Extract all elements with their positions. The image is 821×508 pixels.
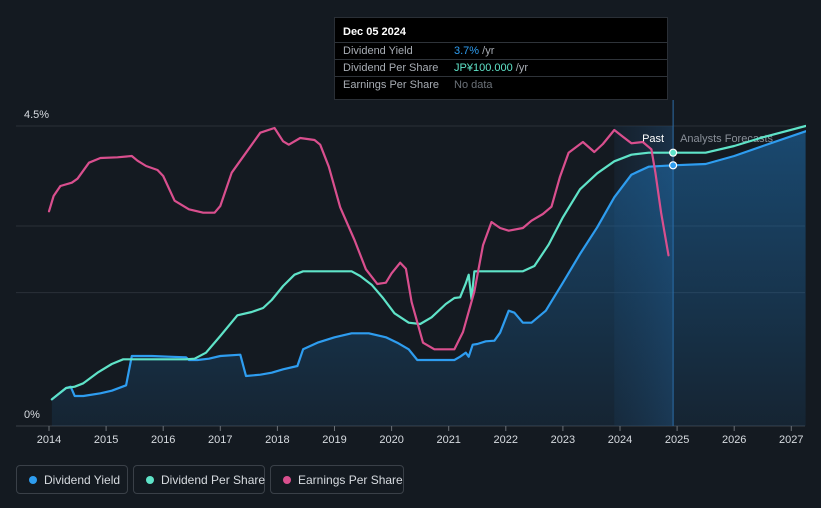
- legend-dot-icon: [29, 476, 37, 484]
- tooltip-date: Dec 05 2024: [343, 26, 406, 38]
- forecast-markers: [669, 148, 678, 170]
- tooltip-value-unit: /yr: [512, 62, 528, 74]
- tooltip-value: JP¥100.000 /yr: [454, 62, 528, 74]
- series-area-0: [51, 131, 806, 427]
- series-line-0: [50, 130, 806, 401]
- x-tick-label: 2024: [608, 434, 632, 446]
- x-tick-label: 2025: [665, 434, 689, 446]
- x-tick-label: 2021: [436, 434, 460, 446]
- yield-area: [51, 131, 806, 427]
- x-tick-label: 2022: [494, 434, 518, 446]
- legend-dot-icon: [146, 476, 154, 484]
- tooltip-label: Earnings Per Share: [343, 79, 439, 91]
- legend-dividend-per-share[interactable]: Dividend Per Share: [133, 465, 265, 494]
- y-tick-label-top: 4.5%: [24, 109, 49, 121]
- series-lines: [47, 124, 806, 401]
- x-tick-label: 2027: [779, 434, 803, 446]
- tooltip-label: Dividend Per Share: [343, 62, 439, 74]
- series-line-1: [50, 124, 806, 401]
- x-tick-label: 2020: [379, 434, 403, 446]
- tooltip-label: Dividend Yield: [343, 45, 413, 57]
- x-tick-label: 2026: [722, 434, 746, 446]
- legend-label: Dividend Per Share: [161, 473, 266, 487]
- tooltip-row-earnings-per-share: Earnings Per Share No data: [335, 76, 667, 94]
- legend-label: Earnings Per Share: [298, 473, 403, 487]
- legend-dividend-yield[interactable]: Dividend Yield: [16, 465, 128, 494]
- y-tick-label-bottom: 0%: [24, 409, 40, 421]
- x-tick-label: 2016: [151, 434, 175, 446]
- series-marker-1: [669, 148, 678, 157]
- x-tick-label: 2019: [322, 434, 346, 446]
- legend-label: Dividend Yield: [44, 473, 121, 487]
- tooltip-value-number: JP¥100.000: [454, 62, 513, 74]
- tooltip-value: 3.7% /yr: [454, 45, 494, 57]
- series-line-2: [47, 126, 670, 351]
- x-tick-label: 2023: [551, 434, 575, 446]
- x-tick-label: 2018: [265, 434, 289, 446]
- tooltip-value: No data: [454, 79, 493, 91]
- x-tick-label: 2017: [208, 434, 232, 446]
- series-marker-0: [669, 161, 678, 170]
- x-tick-label: 2015: [94, 434, 118, 446]
- x-tick-label: 2014: [37, 434, 61, 446]
- tooltip-row-dividend-per-share: Dividend Per Share JP¥100.000 /yr: [335, 59, 667, 77]
- legend-earnings-per-share[interactable]: Earnings Per Share: [270, 465, 404, 494]
- tooltip-row-dividend-yield: Dividend Yield 3.7% /yr: [335, 42, 667, 60]
- tooltip-value-unit: /yr: [479, 45, 495, 57]
- tooltip-value-number: 3.7%: [454, 45, 480, 57]
- chart-axes: 4.5% 0% 2014 2015 2016 2017 2018 2019 2020 2021 20…: [24, 109, 804, 446]
- past-label: Past: [642, 133, 664, 145]
- legend-dot-icon: [283, 476, 291, 484]
- chart-tooltip: Dec 05 2024 Dividend Yield 3.7% /yr Divi…: [334, 17, 668, 100]
